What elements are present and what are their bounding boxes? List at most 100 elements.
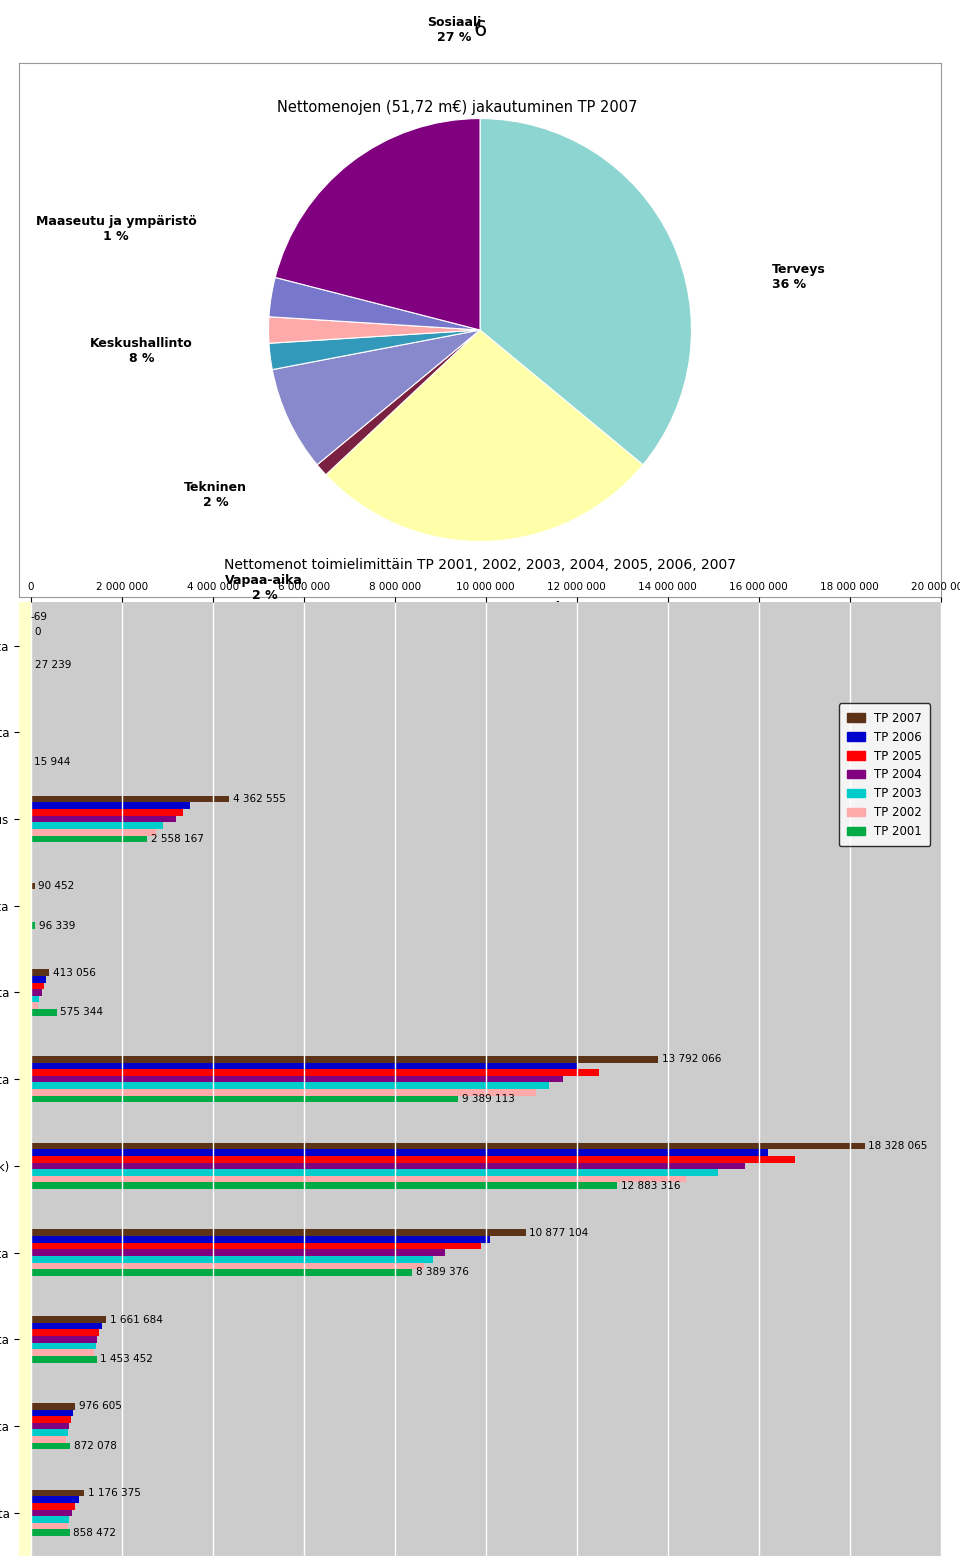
Text: 90 452: 90 452 [38,881,75,891]
Wedge shape [273,330,480,465]
Bar [31,1182,617,1189]
Bar [31,1170,718,1176]
Text: 575 344: 575 344 [60,1007,104,1017]
Bar [31,1143,865,1150]
Text: 1 453 452: 1 453 452 [101,1354,154,1364]
Text: 976 605: 976 605 [79,1401,122,1411]
Bar [31,996,39,1003]
Bar [31,1509,72,1516]
Wedge shape [269,277,480,330]
Text: 6: 6 [473,20,487,39]
Bar [31,1523,67,1530]
Bar [31,1317,107,1323]
Bar [31,1356,97,1362]
Bar [31,1162,745,1170]
Bar [31,1503,75,1509]
Text: 2 558 167: 2 558 167 [151,834,204,845]
Text: 1 176 375: 1 176 375 [87,1487,140,1498]
Bar [31,1530,70,1536]
Text: 10 877 104: 10 877 104 [529,1228,588,1237]
Bar [31,1150,768,1156]
Text: Nettomenojen (51,72 m€) jakautuminen TP 2007: Nettomenojen (51,72 m€) jakautuminen TP … [277,100,637,116]
Bar [31,1497,80,1503]
Bar [31,1250,444,1256]
Text: -69: -69 [31,613,48,622]
Bar [31,976,46,982]
Bar [31,1256,433,1262]
Bar [31,823,162,829]
Text: Maaseutu ja ympäristö
1 %: Maaseutu ja ympäristö 1 % [36,214,197,242]
Bar [31,1089,536,1096]
Bar [31,1009,57,1015]
Bar [31,1229,526,1236]
Text: 413 056: 413 056 [53,968,96,978]
Text: 4 362 555: 4 362 555 [232,795,286,804]
Bar [31,1323,102,1329]
Text: Koulutus
21 %: Koulutus 21 % [529,602,591,629]
Bar [31,1070,599,1076]
Bar [31,1329,99,1336]
Bar [31,1423,69,1429]
Bar [31,1342,96,1350]
Text: Terveys
36 %: Terveys 36 % [772,263,826,291]
Bar [31,1336,98,1342]
Bar [31,1082,549,1089]
Bar [31,1156,795,1162]
Bar [31,1350,94,1356]
Bar [31,816,177,823]
Text: 15 944: 15 944 [35,757,71,768]
Bar [31,809,183,816]
Bar [31,1076,564,1082]
Text: 9 389 113: 9 389 113 [462,1093,515,1104]
Bar [31,1516,69,1523]
Legend: TP 2007, TP 2006, TP 2005, TP 2004, TP 2003, TP 2002, TP 2001: TP 2007, TP 2006, TP 2005, TP 2004, TP 2… [839,704,930,846]
Bar [31,1176,686,1182]
Wedge shape [325,330,643,541]
Text: Kulttuuri
3 %: Kulttuuri 3 % [322,616,384,644]
Wedge shape [480,119,691,465]
Bar [31,1262,424,1268]
Bar [31,923,35,929]
Title: Nettomenot toimielimittäin TP 2001, 2002, 2003, 2004, 2005, 2006, 2007: Nettomenot toimielimittäin TP 2001, 2002… [224,557,736,571]
Text: 18 328 065: 18 328 065 [869,1142,927,1151]
Wedge shape [276,119,480,330]
Text: 872 078: 872 078 [74,1440,117,1451]
Bar [31,829,156,835]
Bar [31,1429,67,1436]
Text: Keskushallinto
8 %: Keskushallinto 8 % [90,338,193,364]
Text: 96 339: 96 339 [38,921,75,931]
Bar [31,1436,66,1442]
Bar [31,1403,75,1409]
Text: Vapaa-aika
2 %: Vapaa-aika 2 % [226,574,303,602]
Wedge shape [317,330,480,475]
Bar [31,1236,491,1243]
Bar [31,1442,70,1450]
Text: 8 389 376: 8 389 376 [416,1267,468,1278]
Bar [31,1268,413,1276]
Bar [31,1243,481,1250]
Bar [31,1415,71,1423]
Text: 12 883 316: 12 883 316 [620,1181,680,1190]
Bar [31,835,147,841]
Bar [31,988,41,996]
Bar [31,970,49,976]
Bar [31,1062,577,1070]
Text: 858 472: 858 472 [73,1528,116,1537]
Bar [31,882,35,890]
Bar [31,1409,73,1415]
Bar [31,662,32,669]
Bar [31,796,229,802]
Bar [31,1056,659,1062]
Text: 1 661 684: 1 661 684 [109,1314,162,1325]
Text: Tekninen
2 %: Tekninen 2 % [184,482,247,508]
Bar [31,1003,38,1009]
Bar [31,1489,84,1497]
Text: 13 792 066: 13 792 066 [661,1054,721,1065]
Text: Sosiaali
27 %: Sosiaali 27 % [427,16,482,44]
Text: 0: 0 [35,627,40,637]
Bar [31,802,190,809]
Bar [31,1096,458,1103]
Wedge shape [269,317,480,343]
Text: 27 239: 27 239 [36,660,72,671]
Wedge shape [269,330,480,369]
